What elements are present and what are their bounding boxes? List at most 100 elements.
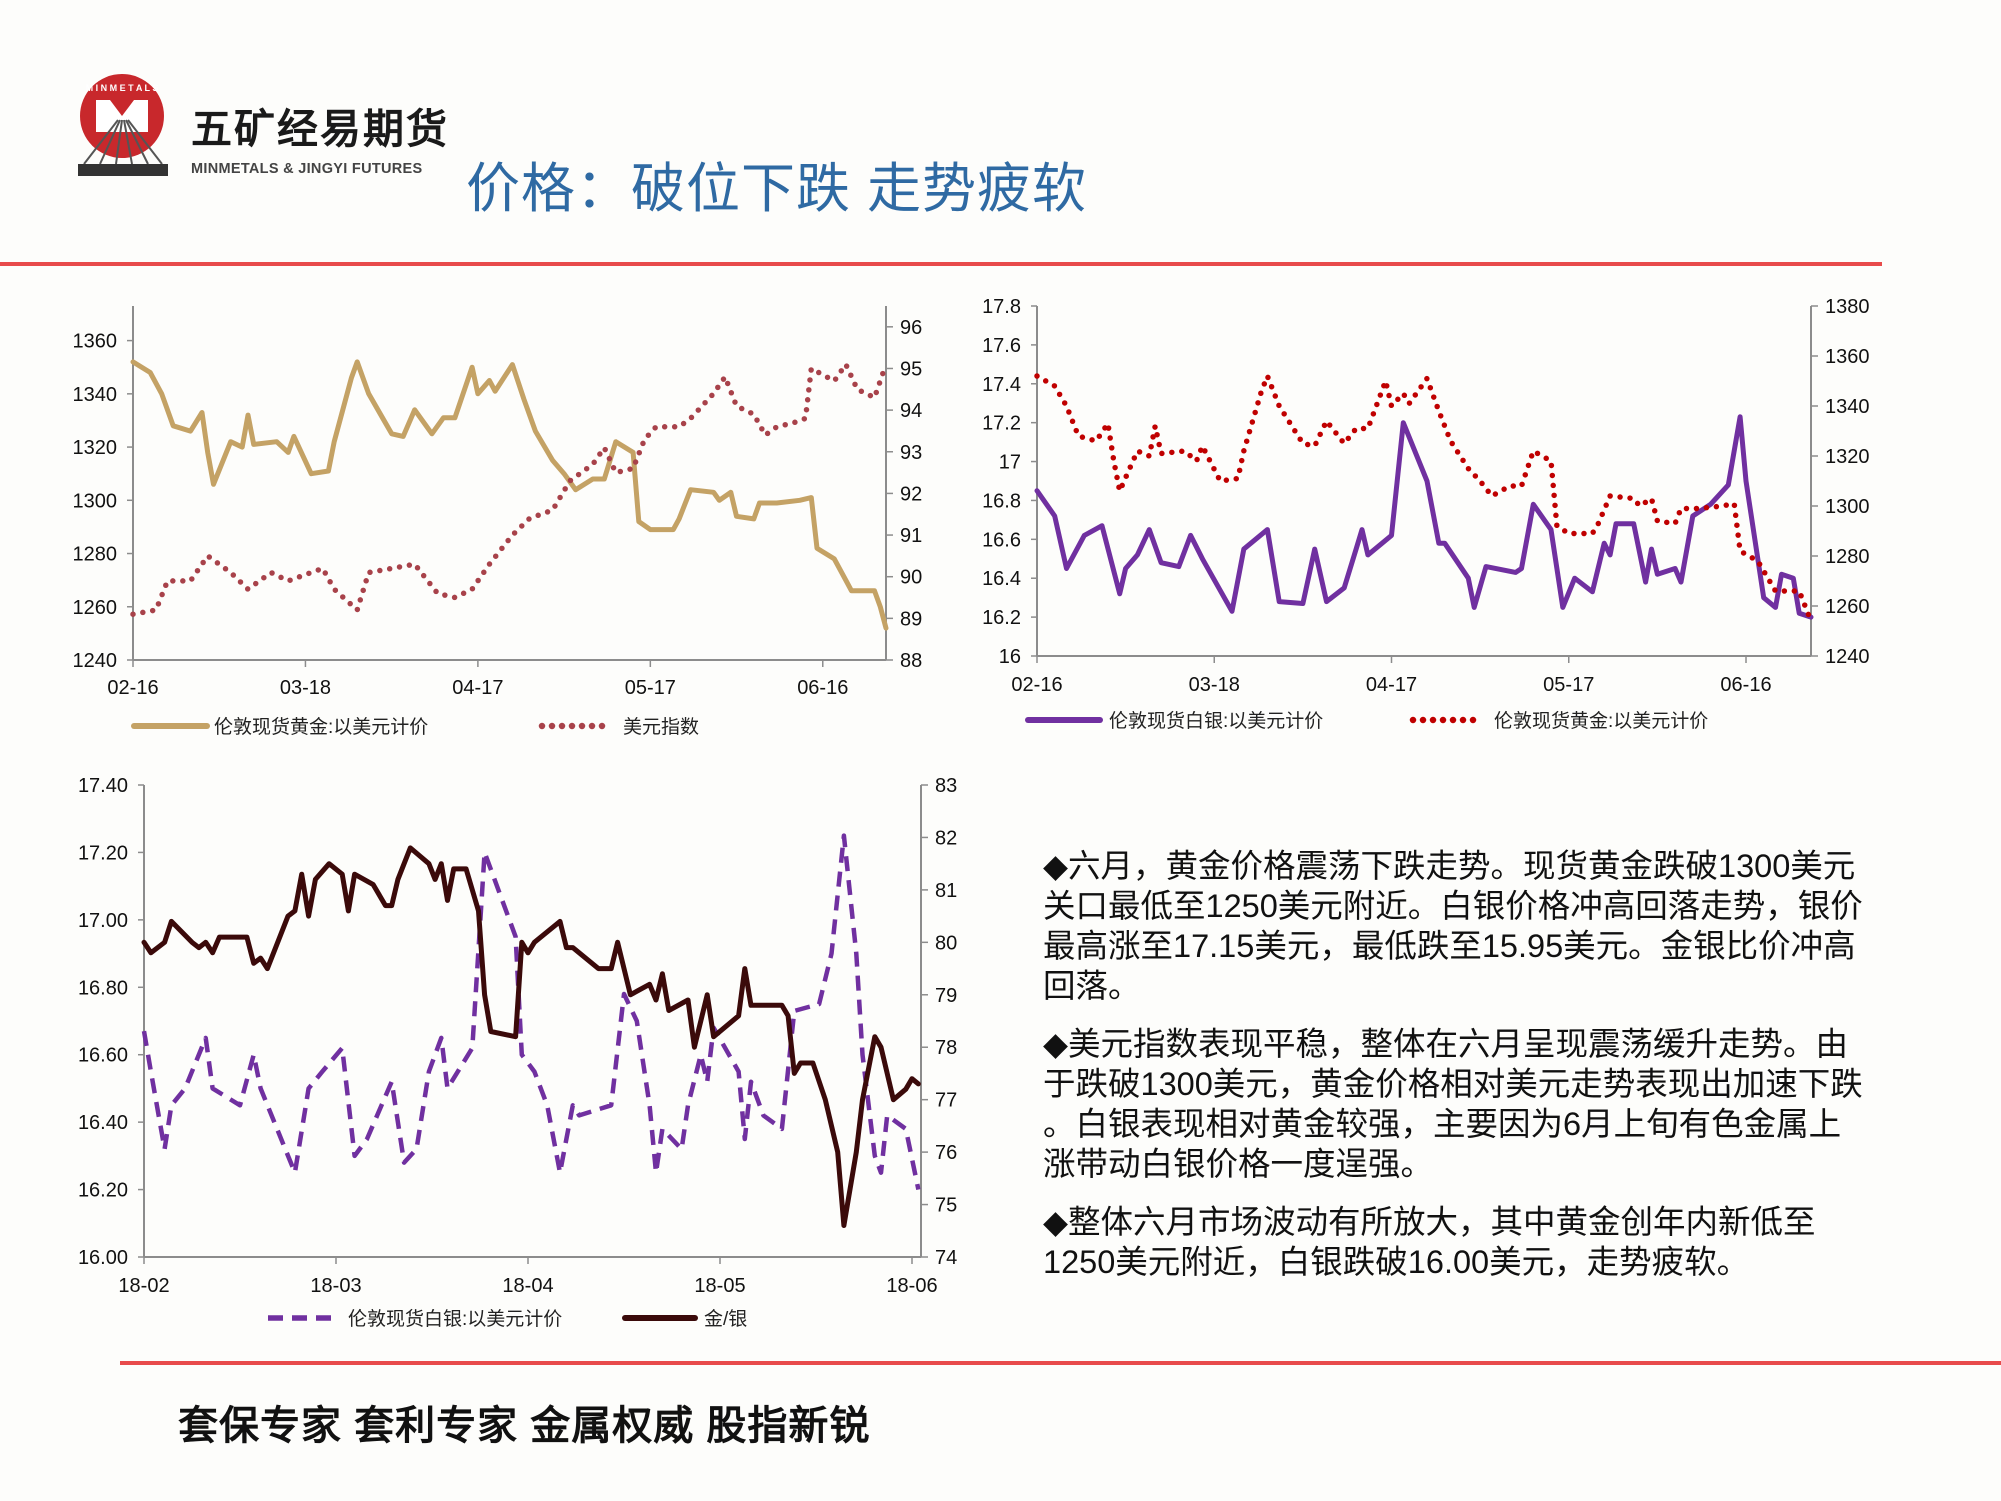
header-divider (0, 262, 1882, 266)
analysis-paragraph-2: ◆美元指数表现平稳，整体在六月呈现震荡缓升走势。由 于跌破1300美元，黄金价格… (1043, 1024, 1923, 1184)
left-tick-label: 16.20 (78, 1180, 128, 1202)
minmetals-logo: M I N M E T A L S (78, 74, 168, 176)
text-line: ◆六月，黄金价格震荡下跌走势。现货黄金跌破1300美元 (1043, 848, 1856, 884)
brand-name-cn: 五矿经易期货 (191, 106, 449, 152)
x-tick-label: 18-03 (310, 1275, 361, 1297)
x-tick-label: 06-16 (1720, 674, 1771, 696)
gold-vs-dollar-index-chart: 1240 1260 1280 1300 1320 1340 1360 88 89 90 91 92 93… (73, 306, 922, 738)
left-tick-label: 1240 (73, 650, 118, 672)
text-line: ◆美元指数表现平稳，整体在六月呈现震荡缓升走势。由 (1043, 1026, 1848, 1062)
left-tick-label: 16.00 (78, 1247, 128, 1269)
left-tick-label: 1320 (73, 437, 118, 459)
left-tick-label: 17.00 (78, 910, 128, 932)
right-tick-label: 1240 (1825, 646, 1870, 668)
silver-vs-gold-silver-ratio-chart: 16.00 16.20 16.40 16.60 16.80 17.00 17.20 17.40… (78, 775, 957, 1330)
x-tick-label: 05-17 (625, 677, 676, 699)
left-tick-label: 17.6 (982, 335, 1021, 357)
right-tick-label: 74 (935, 1247, 957, 1269)
left-tick-label: 1300 (73, 490, 118, 512)
right-tick-label: 1320 (1825, 446, 1870, 468)
left-tick-label: 16.4 (982, 568, 1021, 590)
left-tick-label: 16.6 (982, 529, 1021, 551)
page-title: 价格：破位下跌 走势疲软 (466, 159, 1088, 219)
left-tick-label: 17.8 (982, 296, 1021, 318)
right-tick-label: 1300 (1825, 496, 1870, 518)
x-tick-label: 02-16 (1011, 674, 1062, 696)
legend-label: 伦敦现货白银:以美元计价 (348, 1308, 562, 1330)
right-tick-label: 1340 (1825, 396, 1870, 418)
right-tick-label: 79 (935, 985, 957, 1007)
text-line: 回落。 (1043, 968, 1141, 1004)
text-line: 1250美元附近，白银跌破16.00美元，走势疲软。 (1043, 1244, 1750, 1280)
right-tick-label: 83 (935, 775, 957, 797)
right-tick-label: 91 (900, 525, 922, 547)
right-tick-label: 90 (900, 567, 922, 589)
left-tick-label: 16.40 (78, 1112, 128, 1134)
footer-divider (120, 1361, 2001, 1365)
series-line-1 (130, 359, 889, 631)
left-tick-label: 1280 (73, 544, 118, 566)
right-tick-label: 80 (935, 932, 957, 954)
right-tick-label: 1360 (1825, 346, 1870, 368)
left-tick-label: 17.20 (78, 842, 128, 864)
left-tick-label: 16.2 (982, 607, 1021, 629)
analysis-text: ◆六月，黄金价格震荡下跌走势。现货黄金跌破1300美元 关口最低至1250美元附… (1043, 846, 1923, 1300)
left-tick-label: 1340 (73, 384, 118, 406)
analysis-paragraph-1: ◆六月，黄金价格震荡下跌走势。现货黄金跌破1300美元 关口最低至1250美元附… (1043, 846, 1923, 1006)
left-tick-label: 17 (999, 452, 1021, 474)
x-tick-label: 18-04 (502, 1275, 553, 1297)
left-tick-label: 16.8 (982, 490, 1021, 512)
right-tick-label: 1380 (1825, 296, 1870, 318)
text-line: 于跌破1300美元，黄金价格相对美元走势表现出加速下跌 (1043, 1066, 1863, 1102)
right-tick-label: 1260 (1825, 596, 1870, 618)
footer-slogan: 套保专家 套利专家 金属权威 股指新锐 (178, 1404, 871, 1448)
left-tick-label: 17.4 (982, 374, 1021, 396)
right-tick-label: 82 (935, 827, 957, 849)
x-tick-label: 02-16 (107, 677, 158, 699)
text-line: ◆整体六月市场波动有所放大，其中黄金创年内新低至 (1043, 1204, 1816, 1240)
right-tick-label: 89 (900, 608, 922, 630)
right-tick-label: 93 (900, 442, 922, 464)
x-tick-label: 05-17 (1543, 674, 1594, 696)
series-line-2 (1034, 373, 1814, 624)
left-tick-label: 1260 (73, 597, 118, 619)
series-line-2 (141, 845, 921, 1228)
x-tick-label: 18-05 (694, 1275, 745, 1297)
series-line-1 (1034, 414, 1814, 620)
x-tick-label: 04-17 (452, 677, 503, 699)
left-tick-label: 16.60 (78, 1045, 128, 1067)
right-tick-label: 75 (935, 1195, 957, 1217)
right-tick-label: 92 (900, 483, 922, 505)
right-tick-label: 88 (900, 650, 922, 672)
legend-label: 伦敦现货黄金:以美元计价 (1494, 710, 1708, 732)
left-tick-label: 17.40 (78, 775, 128, 797)
left-tick-label: 17.2 (982, 413, 1021, 435)
series-line-2 (130, 361, 889, 617)
right-tick-label: 78 (935, 1037, 957, 1059)
right-tick-label: 1280 (1825, 546, 1870, 568)
silver-vs-gold-chart: 16 16.2 16.4 16.6 16.8 17 17.2 17.4 17.6 17.8 1240… (982, 296, 1869, 732)
x-tick-label: 06-16 (797, 677, 848, 699)
right-tick-label: 96 (900, 317, 922, 339)
svg-text:M I N M E T A L S: M I N M E T A L S (86, 83, 159, 93)
x-tick-label: 04-17 (1366, 674, 1417, 696)
analysis-paragraph-3: ◆整体六月市场波动有所放大，其中黄金创年内新低至 1250美元附近，白银跌破16… (1043, 1202, 1923, 1282)
left-tick-label: 16 (999, 646, 1021, 668)
text-line: 最高涨至17.15美元，最低跌至15.95美元。金银比价冲高 (1043, 928, 1856, 964)
x-tick-label: 18-06 (886, 1275, 937, 1297)
legend-label: 金/银 (704, 1308, 747, 1330)
left-tick-label: 1360 (73, 331, 118, 353)
legend-label: 伦敦现货黄金:以美元计价 (214, 716, 428, 738)
legend-label: 伦敦现货白银:以美元计价 (1109, 710, 1323, 732)
series-line-1 (141, 833, 921, 1191)
right-tick-label: 81 (935, 880, 957, 902)
right-tick-label: 95 (900, 358, 922, 380)
right-tick-label: 94 (900, 400, 922, 422)
brand-name-en: MINMETALS & JINGYI FUTURES (191, 161, 423, 177)
left-tick-label: 16.80 (78, 977, 128, 999)
x-tick-label: 03-18 (1189, 674, 1240, 696)
right-tick-label: 77 (935, 1090, 957, 1112)
text-line: 关口最低至1250美元附近。白银价格冲高回落走势，银价 (1043, 888, 1863, 924)
